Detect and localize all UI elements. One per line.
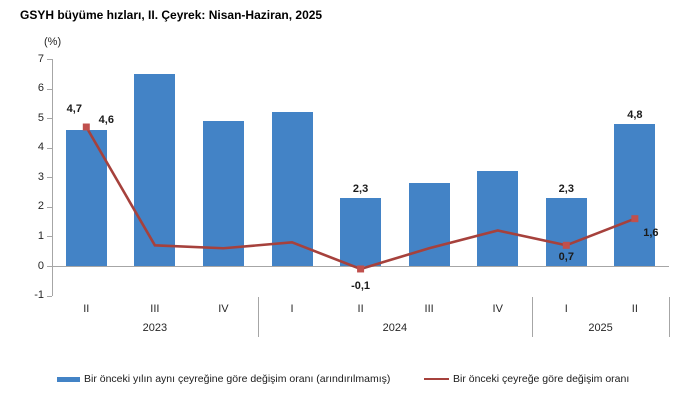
bar-IV [477,171,519,266]
x-axis-quarter-label: II [631,303,638,315]
x-axis-quarter-label: II [83,303,90,315]
x-axis-quarter-label: III [424,303,434,315]
line-value-label: 1,6 [643,226,659,239]
line-value-label: 0,7 [558,251,574,264]
bar-II [614,124,656,266]
y-axis-tick [47,88,52,90]
x-axis-year-label: 2025 [588,322,613,334]
x-axis-quarter-label: II [357,303,364,315]
y-axis-tick [47,295,52,297]
bar-series-swatch [57,376,80,382]
x-axis-quarter-label: IV [218,303,229,315]
y-axis-tick [47,177,52,179]
bar-value-label: 4,8 [627,109,643,122]
y-axis-tick-label: 7 [37,52,44,65]
x-axis-quarter-label: III [150,303,160,315]
y-axis-tick-label: -1 [34,289,44,302]
y-axis-tick [47,118,52,120]
year-group-separator [669,297,671,337]
y-axis-tick-label: 2 [37,200,44,213]
x-axis-quarter-label: I [564,303,568,315]
bar-value-label: 2,3 [352,182,369,195]
bar-I [271,112,313,266]
y-axis-tick [47,147,52,149]
line-series-label: Bir önceki çeyreğe göre değişim oranı [453,373,630,385]
y-axis-line [52,59,53,296]
year-group-separator [257,297,259,337]
year-group-separator [531,297,533,337]
y-axis-tick-label: 1 [37,229,44,242]
y-axis-tick [47,236,52,238]
y-axis-tick-label: 0 [37,259,44,272]
bar-IV [202,121,244,266]
line-value-label: -0,1 [351,279,371,292]
bar-III [408,183,450,266]
x-axis-quarter-label: I [290,303,294,315]
bar-II [340,197,382,266]
y-axis-unit-label: (%) [44,36,62,48]
legend: Bir önceki yılın aynı çeyreğine göre değ… [0,370,688,388]
legend-item-line-series: Bir önceki çeyreğe göre değişim oranı [424,373,629,385]
x-axis-quarter-label: IV [492,303,503,315]
y-axis-tick [47,266,52,267]
bar-value-label: 2,3 [558,182,574,195]
line-value-label: 4,7 [66,103,82,116]
y-axis-tick-label: 3 [37,170,44,183]
y-axis-tick [47,59,52,60]
bar-III [134,73,176,266]
y-axis-tick-label: 5 [37,111,44,124]
bar-II [65,129,107,266]
y-axis-tick [47,206,52,208]
y-axis-tick-label: 6 [37,82,44,95]
bar-value-label: 4,6 [98,113,114,126]
x-axis-year-label: 2023 [142,322,168,334]
bar-series-label: Bir önceki yılın aynı çeyreğine göre değ… [84,373,391,385]
x-axis-line [52,266,670,267]
x-axis-year-label: 2024 [382,322,408,334]
y-axis-tick-label: 4 [37,141,44,154]
line-series-swatch [424,377,449,381]
legend-item-bar-series: Bir önceki yılın aynı çeyreğine göre değ… [57,373,390,385]
chart-title: GSYH büyüme hızları, II. Çeyrek: Nisan-H… [20,8,323,22]
